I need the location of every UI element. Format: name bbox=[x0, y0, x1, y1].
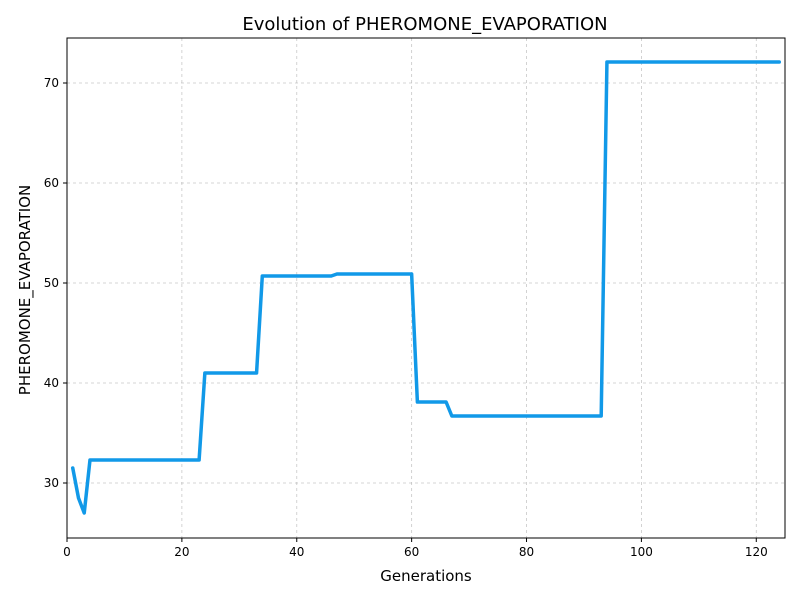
y-tick-label: 70 bbox=[44, 76, 59, 90]
x-tick-label: 40 bbox=[289, 545, 304, 559]
x-tick-label: 60 bbox=[404, 545, 419, 559]
x-axis-label: Generations bbox=[380, 567, 472, 585]
y-tick-label: 40 bbox=[44, 376, 59, 390]
x-tick-label: 80 bbox=[519, 545, 534, 559]
x-tick-label: 20 bbox=[174, 545, 189, 559]
y-tick-label: 50 bbox=[44, 276, 59, 290]
plot-frame bbox=[66, 37, 786, 539]
series-layer bbox=[70, 60, 782, 515]
y-tick-label: 30 bbox=[44, 476, 59, 490]
series-line bbox=[70, 60, 782, 515]
grid-layer bbox=[66, 38, 785, 538]
x-tick-label: 0 bbox=[63, 545, 71, 559]
tick-layer: 0 20 40 60 80 100 120 30 40 50 60 70 bbox=[44, 76, 768, 559]
y-axis-label: PHEROMONE_EVAPORATION bbox=[16, 185, 35, 395]
x-tick-label: 120 bbox=[745, 545, 768, 559]
chart-title: Evolution of PHEROMONE_EVAPORATION bbox=[242, 14, 607, 35]
y-tick-label: 60 bbox=[44, 176, 59, 190]
x-tick-label: 100 bbox=[630, 545, 653, 559]
